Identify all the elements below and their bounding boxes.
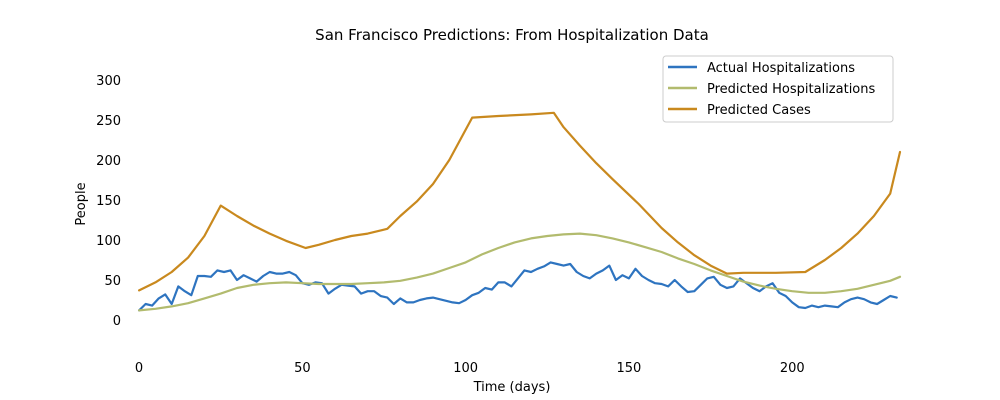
legend-frame xyxy=(662,55,894,123)
x-tick-label: 50 xyxy=(294,361,311,376)
x-axis-ticks: 0 50 100 150 200 xyxy=(135,361,805,376)
legend-entry: Actual Hospitalizations xyxy=(707,61,855,76)
legend-entry: Predicted Hospitalizations xyxy=(707,82,876,97)
y-axis-label: People xyxy=(74,182,89,225)
x-tick-label: 200 xyxy=(780,361,805,376)
y-tick-label: 150 xyxy=(96,194,121,209)
plot-area xyxy=(138,111,902,312)
x-tick-label: 0 xyxy=(135,361,143,376)
series-line-predicted-hospitalizations xyxy=(138,232,902,312)
y-tick-label: 50 xyxy=(104,274,121,289)
x-axis-label: Time (days) xyxy=(473,380,551,395)
y-tick-label: 300 xyxy=(96,74,121,89)
series-line-actual-hospitalizations xyxy=(138,261,898,312)
x-tick-label: 150 xyxy=(617,361,642,376)
series-line-predicted-cases xyxy=(138,111,902,292)
legend-entry: Predicted Cases xyxy=(707,103,811,118)
y-tick-label: 0 xyxy=(113,314,121,329)
legend: Actual Hospitalizations Predicted Hospita… xyxy=(662,55,894,123)
chart-title: San Francisco Predictions: From Hospital… xyxy=(315,26,709,44)
y-axis-ticks: 0 50 100 150 200 250 300 xyxy=(96,74,121,329)
y-tick-label: 200 xyxy=(96,154,121,169)
y-tick-label: 250 xyxy=(96,114,121,129)
y-tick-label: 100 xyxy=(96,234,121,249)
x-tick-label: 100 xyxy=(453,361,478,376)
